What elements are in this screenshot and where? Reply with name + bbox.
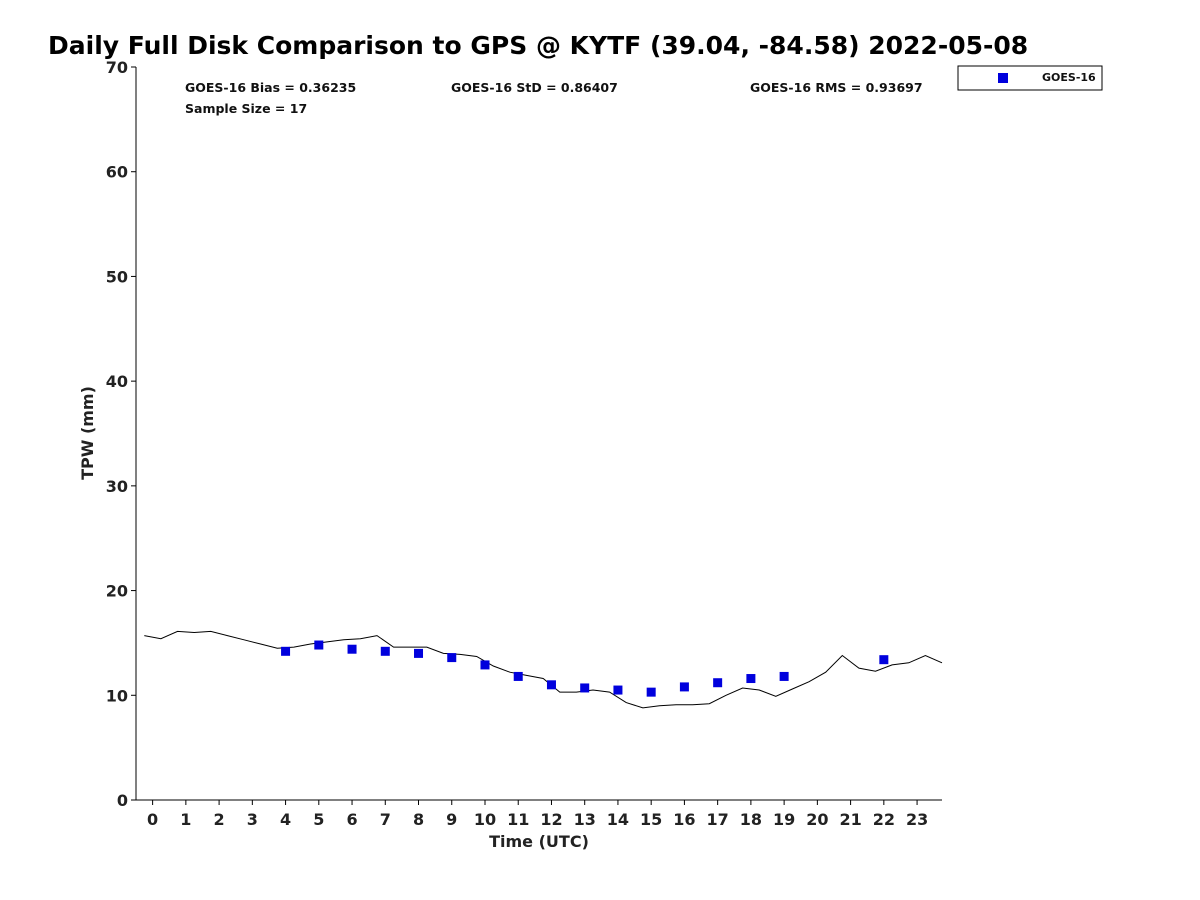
goes16-point — [580, 683, 590, 693]
series-layer — [144, 630, 943, 709]
gps-line — [144, 630, 943, 709]
x-tick-label: 22 — [873, 810, 895, 829]
goes16-point — [314, 640, 324, 650]
stat-sample-size: Sample Size = 17 — [185, 101, 307, 116]
y-axis-label: TPW (mm) — [78, 386, 97, 480]
x-tick-label: 13 — [574, 810, 596, 829]
y-tick-label: 60 — [106, 163, 128, 182]
x-tick-label: 19 — [773, 810, 795, 829]
legend-label-goes16: GOES-16 — [1042, 71, 1096, 84]
plot-axes — [135, 67, 942, 801]
y-tick-label: 10 — [106, 686, 128, 705]
goes16-point — [613, 685, 623, 695]
x-tick-label: 10 — [474, 810, 496, 829]
stat-std: GOES-16 StD = 0.86407 — [451, 80, 618, 95]
x-tick-label: 2 — [214, 810, 225, 829]
legend-marker-goes16 — [998, 73, 1008, 83]
x-tick-label: 4 — [280, 810, 291, 829]
x-axis-label: Time (UTC) — [489, 832, 589, 851]
goes16-point — [447, 653, 457, 663]
x-tick-label: 6 — [346, 810, 357, 829]
goes16-point — [414, 648, 424, 658]
goes16-point — [746, 674, 756, 684]
y-tick-label: 20 — [106, 582, 128, 601]
x-tick-label: 7 — [380, 810, 391, 829]
y-tick-label: 50 — [106, 267, 128, 286]
goes16-point — [879, 655, 889, 665]
x-tick-label: 16 — [673, 810, 695, 829]
goes16-point — [480, 660, 490, 670]
y-tick-label: 30 — [106, 477, 128, 496]
x-tick-label: 14 — [607, 810, 629, 829]
goes16-point — [380, 646, 390, 656]
stat-rms: GOES-16 RMS = 0.93697 — [750, 80, 923, 95]
goes16-point — [646, 687, 656, 697]
x-tick-label: 18 — [740, 810, 762, 829]
x-tick-label: 9 — [446, 810, 457, 829]
goes16-point — [347, 644, 357, 654]
x-tick-label: 15 — [640, 810, 662, 829]
x-ticks: 0 1 2 3 4 5 6 7 8 9 10 11 12 13 14 15 16 17 18 19 20 21 22 23 — [147, 800, 928, 829]
x-tick-label: 23 — [906, 810, 928, 829]
x-tick-label: 21 — [839, 810, 861, 829]
x-tick-label: 5 — [313, 810, 324, 829]
x-tick-label: 8 — [413, 810, 424, 829]
y-ticks: 0 10 20 30 40 50 60 70 — [106, 58, 136, 810]
goes16-point — [679, 682, 689, 692]
x-tick-label: 17 — [707, 810, 729, 829]
x-tick-label: 1 — [180, 810, 191, 829]
y-tick-label: 40 — [106, 372, 128, 391]
x-tick-label: 3 — [247, 810, 258, 829]
x-tick-label: 0 — [147, 810, 158, 829]
y-tick-label: 0 — [117, 791, 128, 810]
legend-box — [957, 65, 1103, 91]
goes16-point — [713, 678, 723, 688]
stat-bias: GOES-16 Bias = 0.36235 — [185, 80, 356, 95]
goes16-point — [546, 680, 556, 690]
goes16-point — [779, 671, 789, 681]
goes16-point — [281, 646, 291, 656]
goes16-point — [513, 671, 523, 681]
legend: GOES-16 — [957, 65, 1103, 91]
y-tick-label: 70 — [106, 58, 128, 77]
x-tick-label: 11 — [507, 810, 529, 829]
x-tick-label: 12 — [540, 810, 562, 829]
x-tick-label: 20 — [806, 810, 828, 829]
chart-title: Daily Full Disk Comparison to GPS @ KYTF… — [48, 31, 1028, 60]
